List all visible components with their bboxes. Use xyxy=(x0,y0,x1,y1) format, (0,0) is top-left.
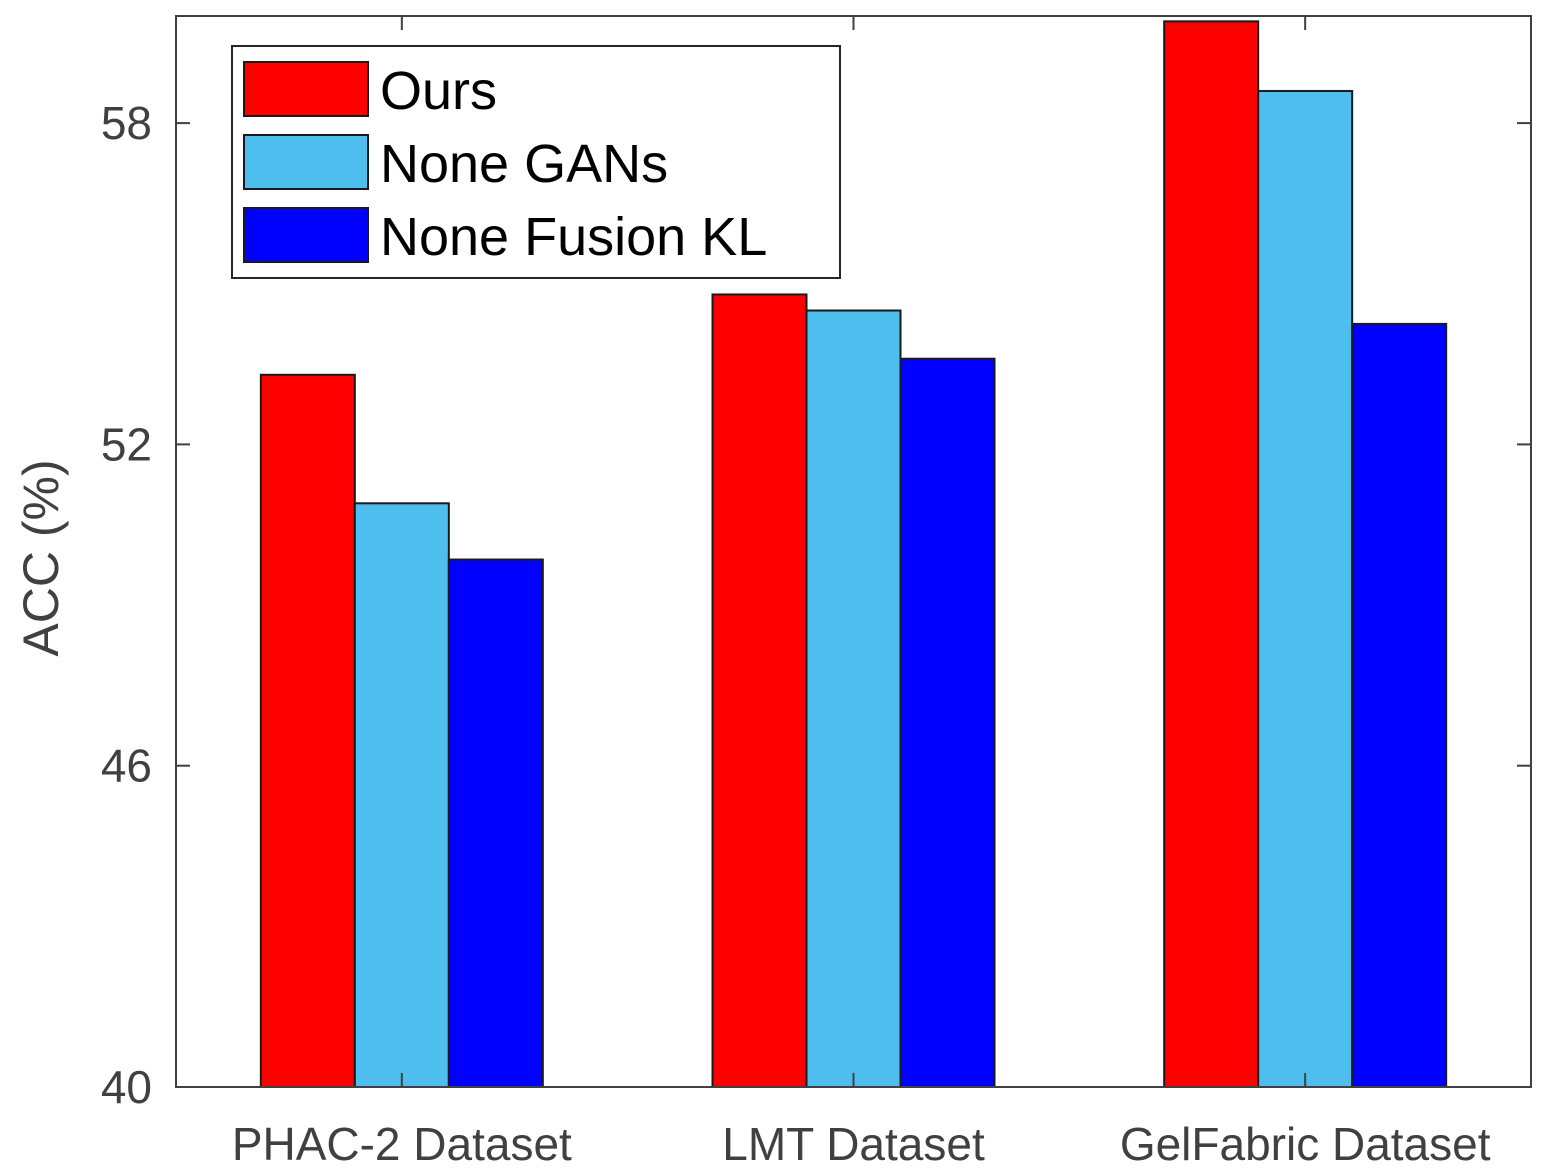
bar-none-gans-2 xyxy=(805,309,902,1088)
x-tick-label: GelFabric Dataset xyxy=(1120,1118,1491,1170)
bar-ours-2 xyxy=(711,293,808,1088)
legend-swatch-none-gans xyxy=(243,134,369,190)
y-tick-label: 52 xyxy=(101,418,152,470)
ticks-layer: PHAC-2 Dataset LMT Dataset GelFabric Datas… xyxy=(101,16,1531,1170)
y-tick-label: 46 xyxy=(101,740,152,792)
bar-none-fusion-kl-3 xyxy=(1351,322,1448,1089)
bar-ours-1 xyxy=(259,373,356,1089)
bar-none-fusion-kl-2 xyxy=(899,357,996,1089)
x-tick-label: PHAC-2 Dataset xyxy=(232,1118,572,1170)
y-axis-label: ACC (%) xyxy=(13,459,69,656)
legend-label-none-gans: None GANs xyxy=(380,134,668,194)
y-tick-label: 58 xyxy=(101,97,152,149)
legend-label-ours: Ours xyxy=(380,61,497,121)
y-tick-label: 40 xyxy=(101,1061,152,1113)
bars-layer xyxy=(259,20,1448,1089)
x-tick-label: LMT Dataset xyxy=(722,1118,985,1170)
bar-none-gans-3 xyxy=(1257,89,1354,1089)
legend: Ours None GANs None Fusion KL xyxy=(231,45,841,279)
legend-swatch-none-fusion-kl xyxy=(243,207,369,263)
bar-none-fusion-kl-1 xyxy=(447,558,544,1088)
bar-none-gans-1 xyxy=(353,502,450,1088)
legend-label-none-fusion-kl: None Fusion KL xyxy=(380,207,767,267)
legend-swatch-ours xyxy=(243,61,369,117)
bar-ours-3 xyxy=(1163,20,1260,1089)
